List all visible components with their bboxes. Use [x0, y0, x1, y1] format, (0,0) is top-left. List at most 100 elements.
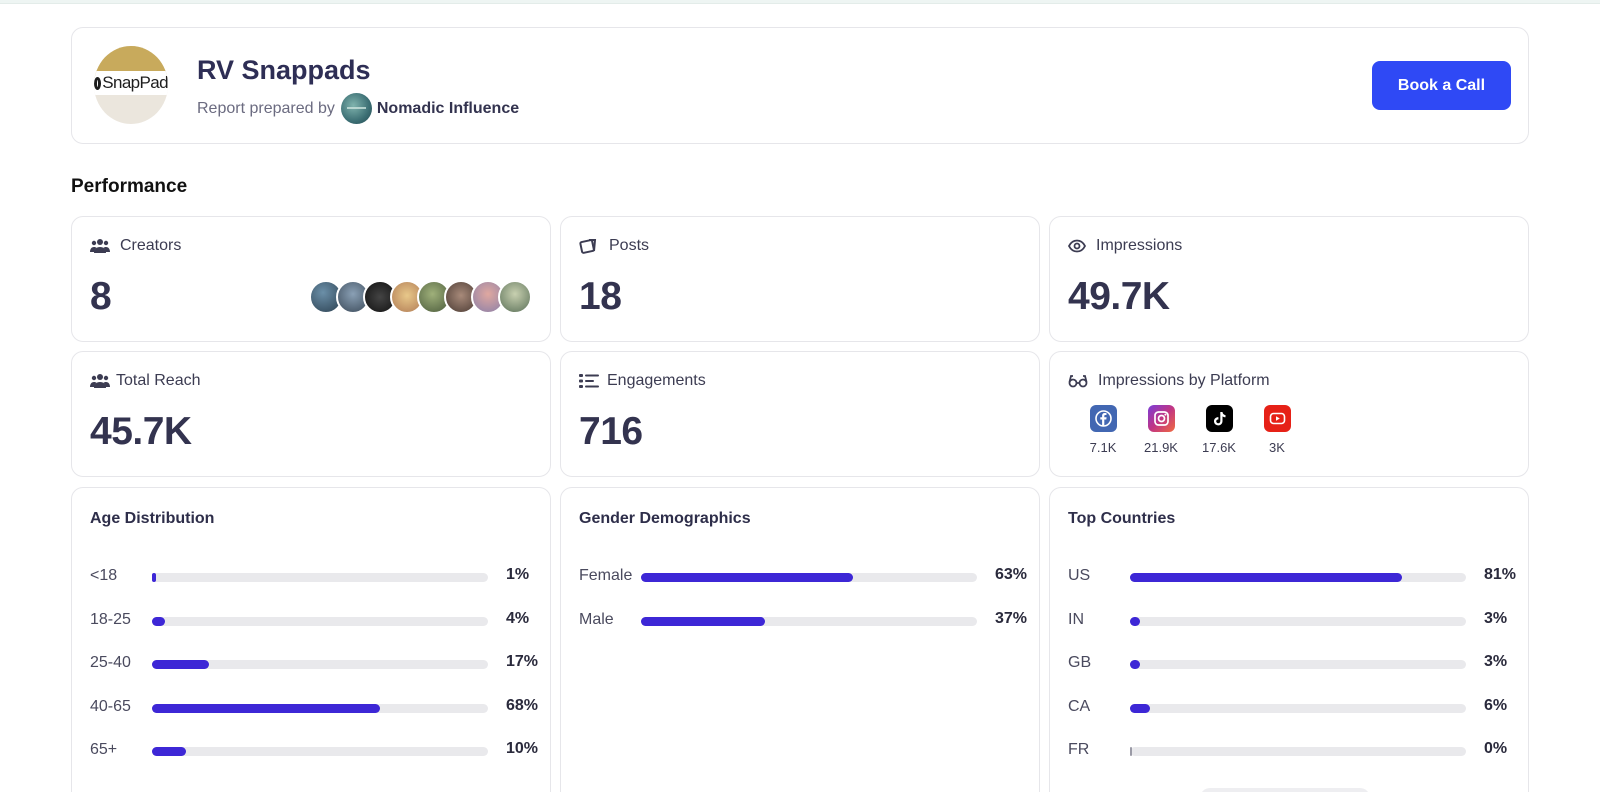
- row-label: Male: [579, 610, 614, 628]
- progress-track: [152, 660, 488, 669]
- brand-logo: SnapPad: [94, 46, 168, 124]
- progress-fill: [152, 703, 381, 713]
- platform-instagram: 21.9K: [1132, 405, 1190, 455]
- distribution-row: 65+ 10%: [90, 740, 556, 760]
- distribution-row: GB 3%: [1068, 653, 1534, 673]
- creator-avatars: [309, 280, 532, 314]
- platform-tiktok: 17.6K: [1190, 405, 1248, 455]
- progress-fill: [1130, 703, 1151, 713]
- platform-list: 7.1K 21.9K 17.6K 3K: [1074, 405, 1306, 455]
- progress-track: [1130, 660, 1466, 669]
- progress-fill: [152, 660, 210, 669]
- distribution-row: <18 1%: [90, 566, 556, 586]
- performance-title: Performance: [71, 176, 188, 197]
- row-percent: 6%: [1484, 696, 1508, 714]
- glasses-icon: [1068, 375, 1088, 388]
- facebook-icon: [1089, 405, 1117, 432]
- top-border: [0, 0, 1600, 4]
- progress-fill: [641, 616, 766, 626]
- platform-value: 7.1K: [1089, 440, 1117, 455]
- eye-icon: [1068, 239, 1086, 253]
- progress-fill: [152, 573, 156, 582]
- engagements-value: 716: [579, 410, 643, 453]
- progress-track: [1130, 703, 1466, 713]
- row-label: 65+: [90, 741, 118, 758]
- distribution-row: FR 0%: [1068, 740, 1534, 760]
- progress-fill: [152, 747, 186, 756]
- distribution-row: Female 63%: [579, 566, 1045, 586]
- distribution-row: Male 37%: [579, 610, 1045, 630]
- total-reach-value: 45.7K: [90, 410, 192, 453]
- row-label: Female: [579, 567, 633, 584]
- creator-avatar[interactable]: [498, 280, 532, 314]
- agency-name: Nomadic Influence: [376, 99, 520, 117]
- progress-track: [641, 616, 977, 626]
- row-percent: 1%: [506, 566, 530, 583]
- progress-fill: [1130, 747, 1132, 756]
- prepared-by-label: Report prepared by: [197, 99, 335, 117]
- brand-name: RV Snappads: [197, 55, 371, 85]
- progress-track: [152, 616, 488, 626]
- row-label: <18: [90, 567, 118, 584]
- creators-card: Creators 8: [71, 216, 551, 342]
- row-label: GB: [1068, 654, 1092, 671]
- book-call-button[interactable]: Book a Call: [1372, 61, 1511, 110]
- creators-label: Creators: [120, 237, 182, 254]
- platform-value: 21.9K: [1144, 440, 1178, 455]
- posts-icon: [579, 239, 597, 254]
- users-icon: [90, 374, 110, 388]
- scroll-more-indicator[interactable]: [1200, 788, 1370, 792]
- progress-track: [152, 747, 488, 756]
- progress-track: [152, 703, 488, 713]
- row-percent: 0%: [1484, 740, 1508, 757]
- platform-youtube: 3K: [1248, 405, 1306, 455]
- creators-value: 8: [90, 275, 112, 318]
- impressions-by-platform-label: Impressions by Platform: [1098, 372, 1270, 389]
- impressions-value: 49.7K: [1068, 275, 1170, 318]
- impressions-by-platform-card: Impressions by Platform 7.1K 21.9K 17.6K…: [1049, 351, 1529, 477]
- distribution-row: IN 3%: [1068, 610, 1534, 630]
- impressions-label: Impressions: [1096, 237, 1183, 254]
- total-reach-label: Total Reach: [116, 372, 201, 389]
- progress-track: [1130, 616, 1466, 626]
- row-percent: 3%: [1484, 653, 1508, 670]
- progress-track: [152, 573, 488, 582]
- platform-facebook: 7.1K: [1074, 405, 1132, 455]
- progress-track: [641, 573, 977, 582]
- age-distribution-title: Age Distribution: [90, 510, 215, 527]
- row-label: US: [1068, 567, 1091, 584]
- row-percent: 63%: [995, 566, 1028, 583]
- prepared-by: Report prepared by Nomadic Influence: [197, 93, 519, 124]
- posts-value: 18: [579, 275, 622, 318]
- row-percent: 37%: [995, 609, 1028, 627]
- age-distribution-card: Age Distribution <18 1% 18-25 4% 25-40 17% 40-…: [71, 487, 551, 792]
- gender-demographics-card: Gender Demographics Female 63% Male 37%: [560, 487, 1040, 792]
- impressions-card: Impressions 49.7K: [1049, 216, 1529, 342]
- row-percent: 81%: [1484, 566, 1517, 583]
- distribution-row: 25-40 17%: [90, 653, 556, 673]
- row-percent: 17%: [506, 653, 539, 670]
- report-header: SnapPad RV Snappads Report prepared by N…: [71, 27, 1529, 144]
- creator-avatar[interactable]: [417, 280, 451, 314]
- gender-demographics-title: Gender Demographics: [579, 510, 751, 527]
- progress-fill: [1130, 660, 1141, 669]
- progress-fill: [1130, 616, 1141, 626]
- row-label: 25-40: [90, 654, 131, 671]
- row-percent: 3%: [1484, 609, 1508, 627]
- agency-avatar: [340, 93, 372, 124]
- row-label: CA: [1068, 697, 1091, 715]
- row-percent: 4%: [506, 609, 530, 627]
- top-countries-card: Top Countries US 81% IN 3% GB 3% CA 6% FR 0%: [1049, 487, 1529, 792]
- tiktok-icon: [1205, 405, 1233, 432]
- top-countries-title: Top Countries: [1068, 510, 1176, 527]
- posts-label: Posts: [609, 237, 650, 254]
- platform-value: 17.6K: [1202, 440, 1236, 455]
- row-label: IN: [1068, 610, 1084, 628]
- progress-track: [1130, 573, 1466, 582]
- progress-fill: [152, 616, 166, 626]
- users-icon: [90, 239, 110, 253]
- distribution-row: 18-25 4%: [90, 610, 556, 630]
- instagram-icon: [1147, 405, 1175, 432]
- youtube-icon: [1263, 405, 1291, 432]
- posts-card: Posts 18: [560, 216, 1040, 342]
